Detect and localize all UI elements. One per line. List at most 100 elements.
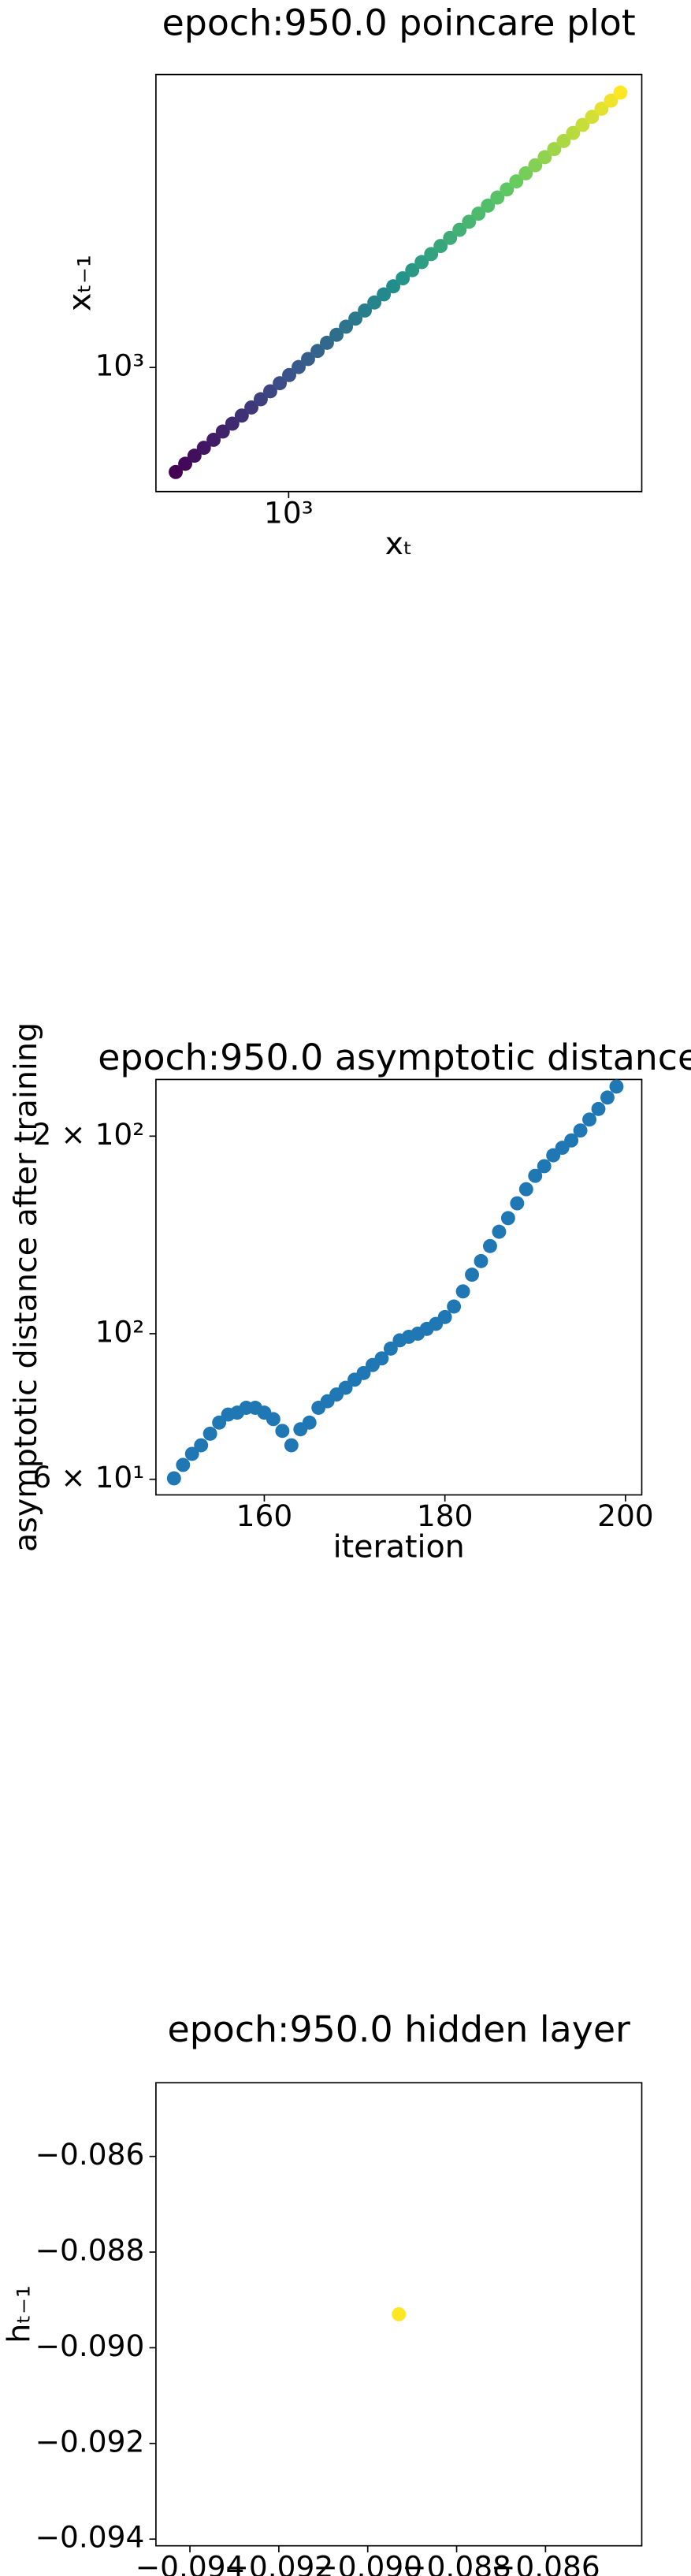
- x-tick-label: 180: [417, 1498, 474, 1533]
- point: [302, 1415, 317, 1430]
- point: [194, 1438, 209, 1453]
- point: [310, 344, 325, 359]
- x-tick-label: −0.094: [136, 2549, 245, 2576]
- point: [244, 400, 259, 415]
- point: [253, 392, 268, 407]
- point: [169, 464, 184, 479]
- point: [206, 432, 221, 447]
- y-tick-label: −0.090: [35, 2328, 145, 2363]
- point: [573, 1123, 588, 1138]
- plot-frame: [155, 1078, 643, 1496]
- y-axis-label: asymptotic distance after training: [8, 1022, 44, 1552]
- point: [483, 1238, 497, 1253]
- point: [414, 255, 429, 270]
- point: [591, 1101, 606, 1116]
- x-axis-label: iteration: [333, 1529, 465, 1565]
- point: [202, 1426, 217, 1441]
- point: [266, 1412, 280, 1427]
- point: [518, 166, 533, 181]
- point: [564, 1133, 579, 1148]
- point: [585, 110, 600, 125]
- point: [184, 1446, 199, 1461]
- point: [462, 214, 477, 229]
- point: [547, 142, 562, 157]
- point: [465, 1268, 479, 1282]
- point: [437, 1309, 452, 1324]
- point: [424, 247, 439, 262]
- point: [263, 384, 277, 399]
- plot-frame: [155, 2082, 643, 2547]
- point: [196, 441, 211, 456]
- point: [582, 1112, 596, 1127]
- point: [225, 416, 240, 431]
- point: [528, 1168, 543, 1183]
- point: [594, 102, 609, 116]
- y-tick-label: 10³: [95, 348, 145, 383]
- y-tick-label: −0.086: [35, 2137, 145, 2172]
- point: [273, 376, 288, 391]
- point: [613, 85, 628, 100]
- point: [452, 222, 467, 237]
- point: [474, 1253, 489, 1268]
- point: [176, 1457, 191, 1472]
- point: [537, 1159, 552, 1174]
- point: [301, 352, 315, 367]
- y-tick-label: −0.088: [35, 2233, 145, 2268]
- point: [374, 1351, 389, 1366]
- y-tick-label: 6 × 10¹: [33, 1460, 145, 1495]
- point: [292, 359, 306, 374]
- point: [339, 319, 354, 334]
- chart-title: epoch:950.0 poincare plot: [162, 2, 636, 44]
- x-tick-label: −0.092: [225, 2549, 334, 2576]
- point: [500, 1211, 515, 1226]
- point: [481, 198, 496, 213]
- point: [275, 1424, 290, 1439]
- point: [166, 1471, 181, 1486]
- point: [537, 150, 552, 165]
- x-tick-label: 200: [597, 1498, 654, 1533]
- y-tick-label: 10²: [95, 1314, 145, 1349]
- point: [443, 230, 458, 245]
- x-axis-label: xₜ: [385, 526, 413, 562]
- point: [282, 367, 296, 382]
- point: [492, 1224, 507, 1239]
- point: [518, 1182, 533, 1197]
- point: [490, 190, 505, 205]
- point: [609, 1079, 624, 1094]
- x-tick-label: 160: [236, 1498, 293, 1533]
- point: [212, 1415, 227, 1430]
- point: [383, 1341, 398, 1356]
- x-tick-label: −0.090: [313, 2549, 422, 2576]
- point: [575, 117, 590, 132]
- point: [405, 262, 420, 277]
- point: [471, 207, 486, 221]
- y-tick-label: −0.094: [35, 2520, 145, 2555]
- point: [500, 182, 515, 197]
- point: [447, 1299, 462, 1314]
- point: [377, 287, 392, 302]
- point: [284, 1438, 299, 1453]
- point: [215, 424, 230, 439]
- point: [509, 174, 524, 189]
- point: [338, 1380, 353, 1395]
- point: [566, 125, 581, 140]
- plot-frame: [155, 73, 643, 493]
- y-tick-label: −0.092: [35, 2424, 145, 2459]
- point: [600, 1090, 615, 1105]
- point: [604, 93, 619, 108]
- point: [356, 1365, 371, 1380]
- x-tick-label: 10³: [264, 495, 314, 530]
- point: [367, 295, 382, 310]
- point: [320, 335, 334, 350]
- point: [187, 449, 202, 463]
- chart-title: epoch:950.0 hidden layer: [168, 2008, 630, 2050]
- point: [234, 408, 249, 423]
- point: [433, 239, 448, 254]
- point: [556, 133, 571, 148]
- point: [455, 1284, 470, 1299]
- point: [348, 311, 363, 326]
- point: [329, 327, 344, 342]
- point: [386, 279, 401, 294]
- y-axis-label: hₜ₋₁: [2, 2285, 38, 2343]
